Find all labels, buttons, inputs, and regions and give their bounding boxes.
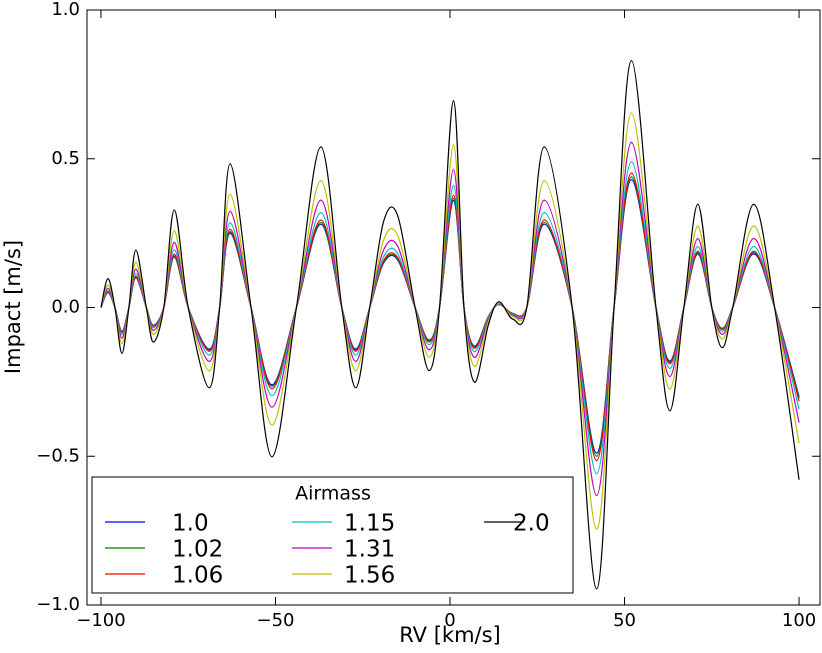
x-tick-label: 50: [613, 610, 636, 631]
legend-label: 1.06: [172, 563, 223, 589]
line-series: [100, 112, 800, 530]
legend-label: 1.31: [344, 537, 395, 563]
line-series: [100, 178, 800, 454]
legend-label: 2.0: [513, 511, 550, 537]
legend: Airmass 1.01.021.06 1.151.311.56 2.0: [91, 476, 574, 594]
line-series: [100, 141, 800, 497]
x-tick-label: −100: [76, 610, 125, 631]
legend-label: 1.56: [344, 563, 395, 589]
y-axis-label: Impact [m/s]: [1, 240, 25, 374]
y-tick-label: −0.5: [36, 445, 80, 466]
line-series: [100, 59, 800, 590]
legend-label: 1.0: [172, 511, 209, 537]
legend-label: 1.02: [172, 537, 223, 563]
x-axis-label: RV [km/s]: [399, 623, 501, 647]
x-tick-label: −50: [256, 610, 294, 631]
x-tick-label: 0: [444, 610, 455, 631]
legend-title: Airmass: [295, 483, 371, 505]
y-tick-label: 0.5: [51, 148, 80, 169]
y-tick-label: −1.0: [36, 594, 80, 615]
legend-box: [91, 476, 574, 594]
legend-label: 1.15: [344, 511, 395, 537]
x-tick-label: 100: [782, 610, 816, 631]
y-tick-label: 1.0: [51, 0, 80, 20]
y-tick-label: 0.0: [51, 297, 80, 318]
